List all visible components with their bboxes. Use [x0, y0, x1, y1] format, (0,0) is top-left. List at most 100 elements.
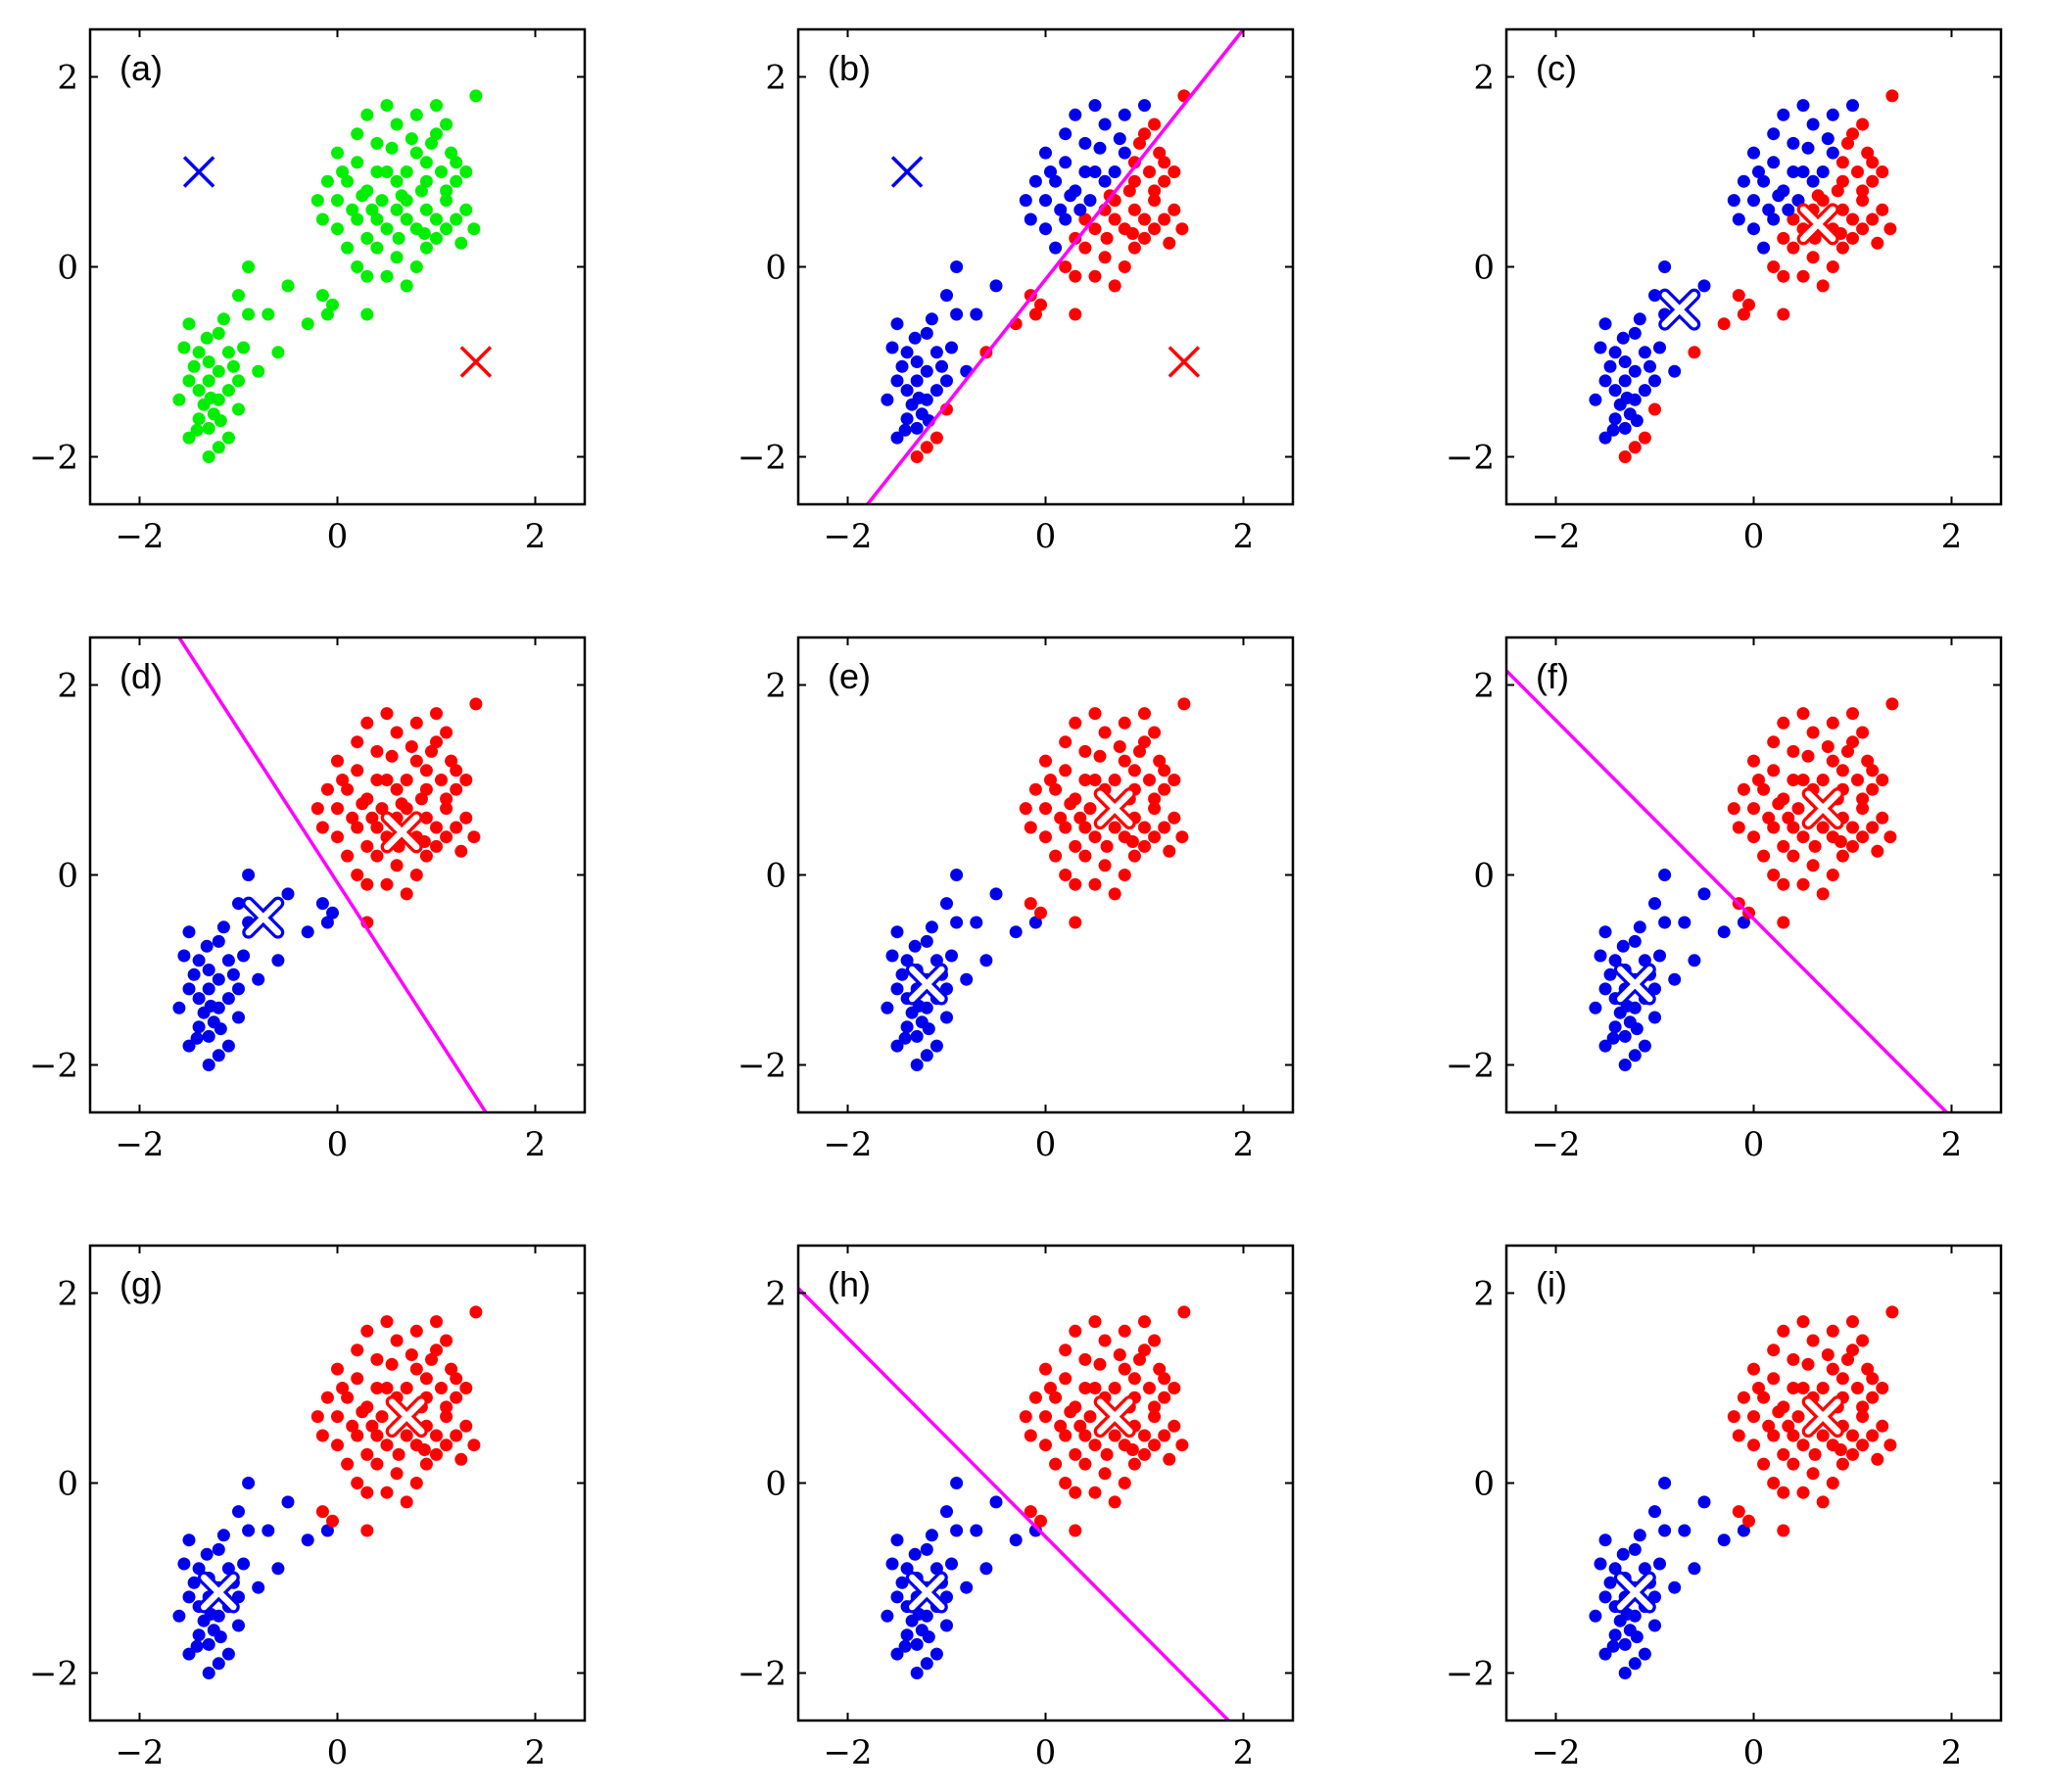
data-point	[385, 1357, 399, 1371]
data-point	[1777, 877, 1790, 891]
data-point	[920, 1049, 933, 1062]
data-point	[450, 821, 463, 834]
data-point	[1757, 1457, 1771, 1471]
data-point	[232, 982, 245, 996]
x-tick-label: 2	[525, 1125, 547, 1164]
data-point	[405, 740, 418, 753]
data-point	[1787, 1457, 1800, 1471]
data-point	[1821, 740, 1835, 753]
centroid-blue-marker	[890, 156, 924, 188]
data-point	[469, 1305, 483, 1319]
data-point	[1143, 774, 1156, 786]
data-point	[1697, 887, 1711, 901]
x-tick-label: −2	[823, 1733, 872, 1772]
data-point	[1028, 916, 1042, 929]
data-point	[1806, 174, 1820, 188]
centroid-blue-marker	[197, 1571, 240, 1614]
data-point	[881, 1001, 894, 1014]
x-tick-label: 0	[327, 517, 349, 556]
data-point	[400, 1382, 413, 1394]
data-point	[970, 916, 983, 929]
data-point	[467, 222, 481, 236]
data-point	[192, 346, 206, 359]
data-point	[370, 1457, 384, 1471]
data-point	[1762, 1419, 1776, 1433]
data-point	[890, 374, 904, 388]
data-point	[435, 1382, 448, 1394]
data-point	[1024, 1505, 1037, 1519]
data-point	[182, 374, 196, 388]
data-point	[1039, 802, 1052, 816]
data-point	[1108, 165, 1121, 178]
data-point	[356, 1405, 369, 1419]
data-point	[1757, 1391, 1771, 1404]
data-point	[1796, 830, 1810, 844]
data-point	[910, 1059, 924, 1071]
centroid-blue-marker	[1613, 963, 1656, 1006]
data-point	[1059, 735, 1072, 749]
data-point	[1856, 830, 1870, 844]
data-point	[1153, 1362, 1167, 1376]
data-point	[910, 374, 924, 388]
data-point	[1885, 697, 1899, 711]
data-point	[237, 1557, 251, 1571]
data-point	[375, 194, 389, 208]
data-point	[1088, 830, 1102, 844]
x-tick-label: 0	[327, 1125, 349, 1164]
data-point	[212, 934, 225, 948]
data-point	[1148, 726, 1162, 739]
data-point	[1108, 887, 1121, 901]
data-point	[900, 346, 914, 359]
data-point	[425, 1352, 438, 1366]
data-point	[1856, 1410, 1870, 1424]
centroid-red-marker	[1093, 1395, 1136, 1438]
data-point	[1757, 174, 1771, 188]
panel-e: −2 0 2 −2 0 2 (e)	[738, 636, 1295, 1164]
data-point	[237, 341, 251, 354]
data-point	[1688, 954, 1701, 967]
x-tick-label: 2	[525, 517, 547, 556]
data-point	[1059, 821, 1072, 834]
data-point	[1039, 194, 1052, 208]
data-point	[1787, 212, 1800, 226]
y-tick-label: −2	[29, 1655, 78, 1694]
data-point	[430, 127, 443, 141]
data-point	[908, 939, 922, 953]
data-point	[351, 764, 364, 778]
data-point	[1856, 1438, 1870, 1452]
data-point	[1871, 844, 1884, 858]
data-point	[331, 830, 344, 844]
data-point	[202, 421, 215, 435]
data-point	[900, 1020, 914, 1034]
data-point	[1737, 174, 1750, 188]
data-point	[182, 1039, 196, 1053]
data-point	[1835, 156, 1849, 169]
data-point	[1078, 136, 1092, 150]
y-tick-label: 0	[57, 1465, 78, 1504]
data-point	[940, 897, 953, 911]
data-point	[1767, 869, 1781, 881]
data-point	[1069, 108, 1082, 121]
data-point	[390, 1334, 404, 1347]
axes-frame	[88, 27, 587, 506]
data-point	[1059, 1429, 1072, 1442]
data-point	[1054, 1419, 1068, 1433]
data-point	[430, 1429, 443, 1442]
data-point	[1866, 212, 1880, 226]
data-point	[929, 384, 943, 398]
data-point	[1866, 1372, 1880, 1386]
data-point	[380, 1485, 394, 1499]
data-point	[1767, 1429, 1781, 1442]
data-point	[242, 1477, 256, 1489]
data-point	[1618, 1637, 1632, 1651]
data-point	[419, 174, 433, 188]
data-point	[1598, 1590, 1612, 1604]
data-point	[1846, 707, 1859, 721]
data-point	[1688, 1562, 1701, 1576]
x-tick-label: 0	[1035, 1733, 1057, 1772]
data-point	[182, 1647, 196, 1661]
data-point	[1019, 802, 1032, 816]
data-point	[1028, 174, 1042, 188]
data-point	[1866, 1429, 1880, 1442]
data-point	[1108, 1382, 1121, 1394]
